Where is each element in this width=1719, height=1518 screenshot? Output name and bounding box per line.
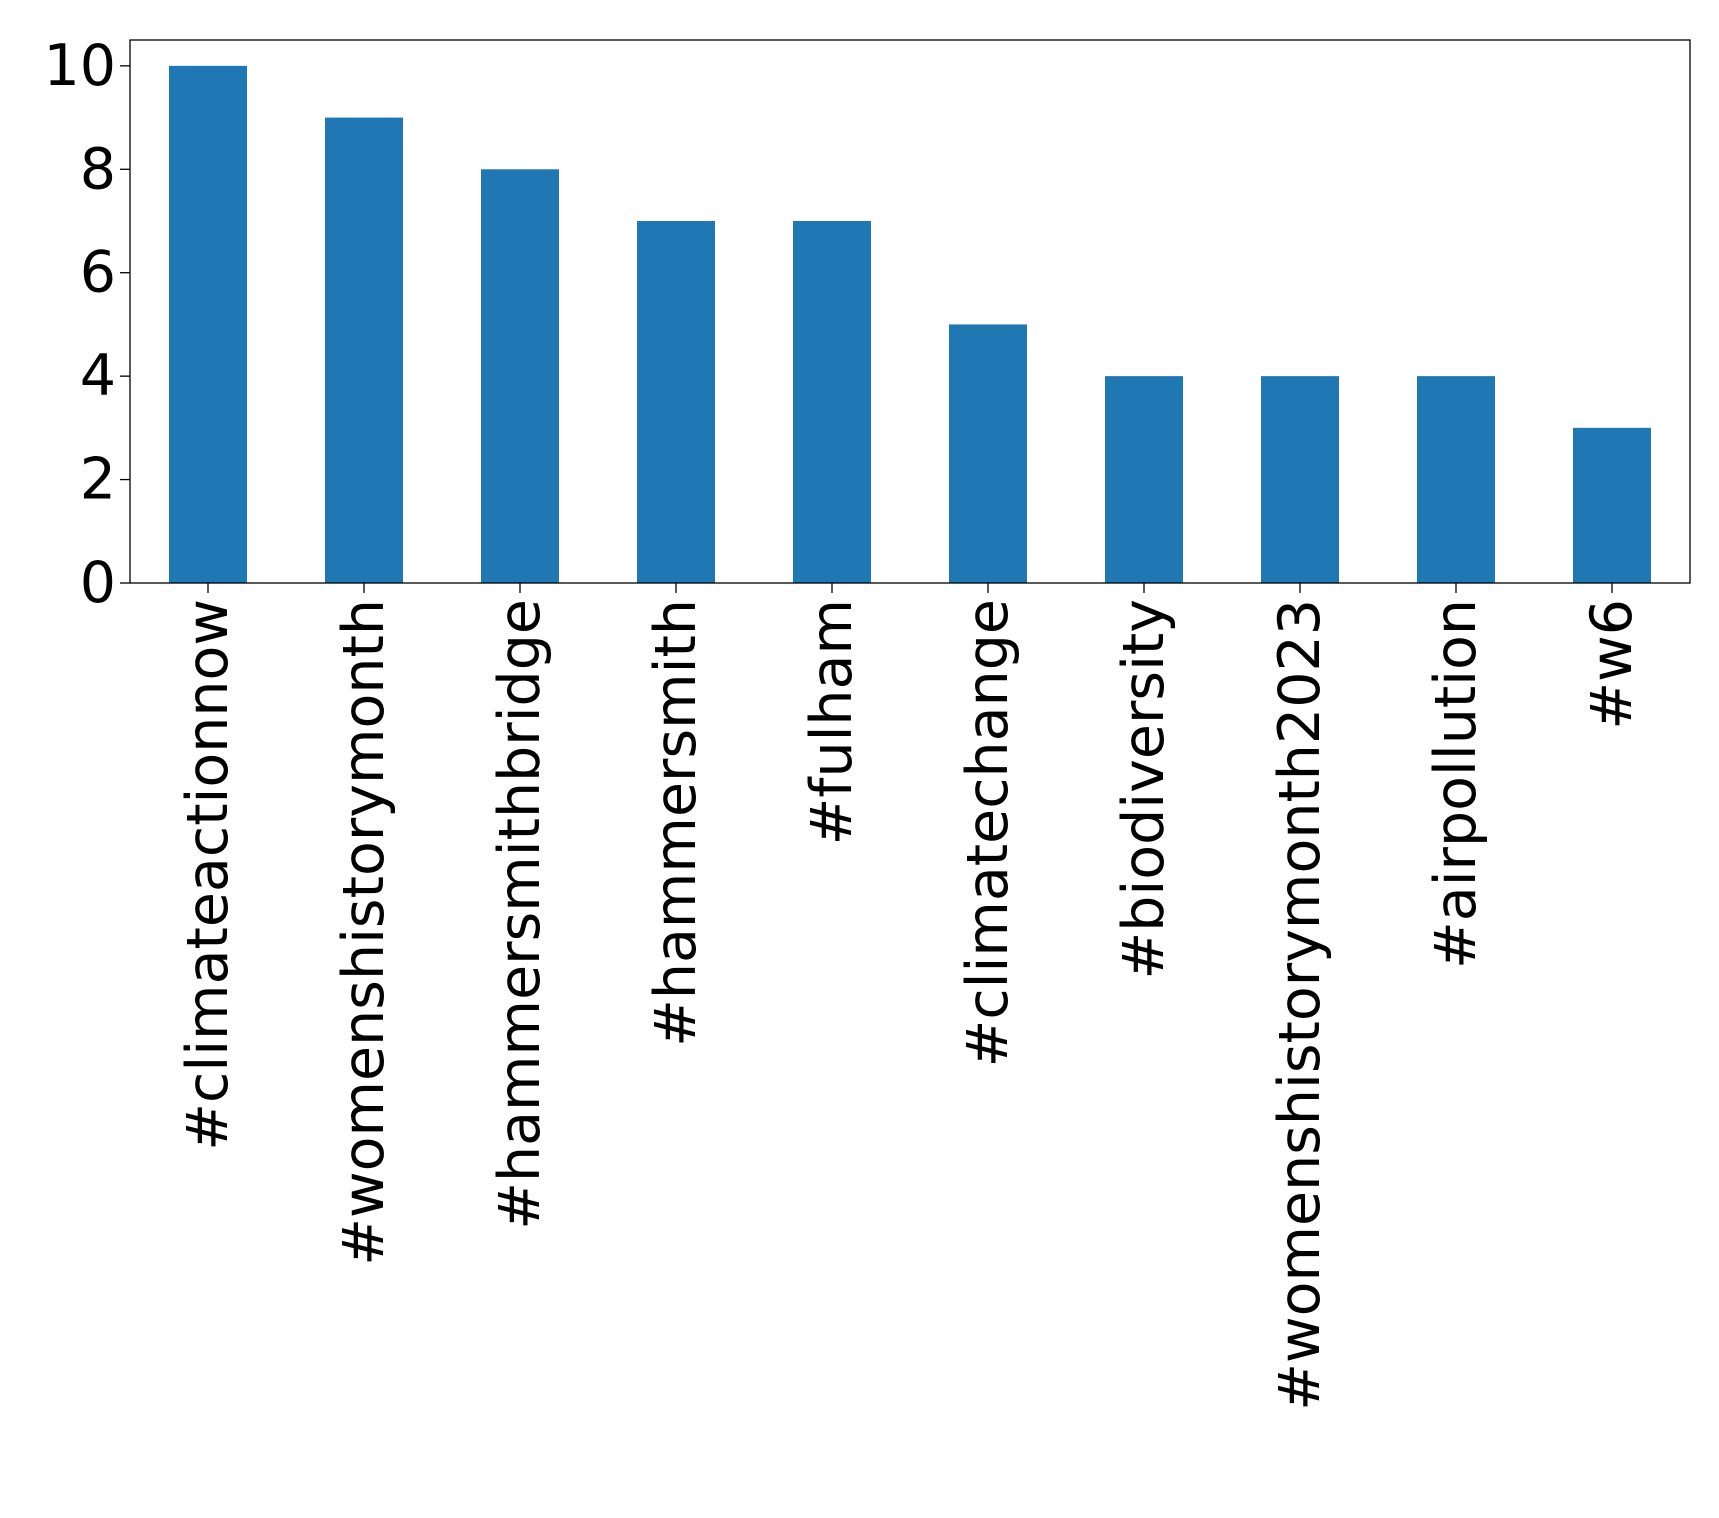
x-tick-label: #hammersmith (643, 599, 709, 1047)
bar-hammersmithbridge (481, 169, 559, 584)
x-tick-label: #fulham (799, 599, 865, 845)
y-tick-label: 8 (80, 136, 116, 202)
bar-w6 (1573, 427, 1651, 583)
x-axis: #climateactionnow #womenshistorymonth #ham… (175, 583, 1645, 1411)
x-tick-label: #hammersmithbridge (487, 599, 553, 1230)
bar-climatechange (949, 324, 1027, 583)
bar-womenshistorymonth (325, 117, 403, 584)
bar-biodiversity (1105, 376, 1183, 583)
x-tick-label: #w6 (1579, 599, 1645, 730)
x-tick-label: #womenshistorymonth2023 (1267, 599, 1333, 1411)
x-tick-label: #womenshistorymonth (331, 599, 397, 1266)
bars-layer (169, 65, 1651, 584)
plot-frame (129, 39, 1691, 584)
y-tick-label: 4 (80, 343, 116, 409)
y-axis: 0 2 4 6 8 10 (43, 33, 130, 616)
y-tick-label: 2 (80, 447, 116, 513)
x-tick-label: #climatechange (955, 599, 1021, 1067)
bar-fulham (793, 221, 871, 583)
bar-hammersmith (637, 221, 715, 583)
bar-airpollution (1417, 376, 1495, 583)
x-tick-label: #airpollution (1423, 599, 1489, 969)
x-tick-label: #climateactionnow (175, 599, 241, 1151)
bar-climateactionnow (169, 65, 247, 584)
bar-womenshistorymonth2023 (1261, 376, 1339, 583)
y-tick-label: 6 (80, 240, 116, 306)
x-tick-label: #biodiversity (1111, 599, 1177, 980)
y-tick-label: 10 (43, 33, 116, 99)
y-tick-label: 0 (80, 550, 116, 616)
